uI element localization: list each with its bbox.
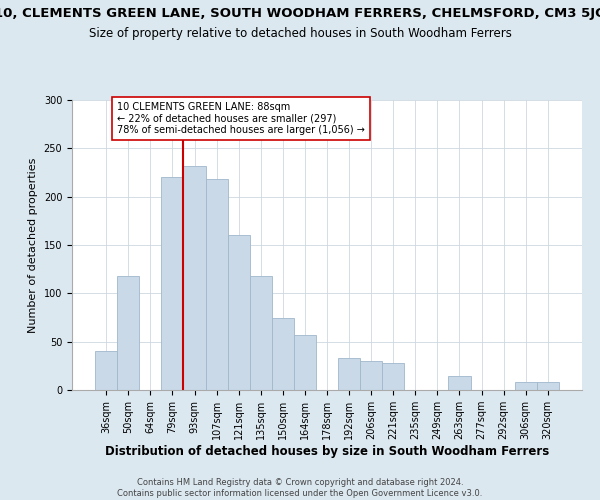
Bar [161,178,184,390]
Bar [338,358,360,390]
Bar [184,166,206,390]
Bar [95,352,117,390]
Bar [448,376,470,390]
Text: 10 CLEMENTS GREEN LANE: 88sqm
← 22% of detached houses are smaller (297)
78% of : 10 CLEMENTS GREEN LANE: 88sqm ← 22% of d… [117,102,365,135]
Bar [360,361,382,390]
Bar [537,382,559,390]
Bar [515,382,537,390]
Text: Contains HM Land Registry data © Crown copyright and database right 2024.
Contai: Contains HM Land Registry data © Crown c… [118,478,482,498]
Bar [382,363,404,390]
Y-axis label: Number of detached properties: Number of detached properties [28,158,38,332]
Bar [250,276,272,390]
Bar [206,180,227,390]
Text: Distribution of detached houses by size in South Woodham Ferrers: Distribution of detached houses by size … [105,445,549,458]
Text: Size of property relative to detached houses in South Woodham Ferrers: Size of property relative to detached ho… [89,28,511,40]
Bar [117,276,139,390]
Bar [272,318,294,390]
Bar [227,236,250,390]
Text: 10, CLEMENTS GREEN LANE, SOUTH WOODHAM FERRERS, CHELMSFORD, CM3 5JG: 10, CLEMENTS GREEN LANE, SOUTH WOODHAM F… [0,8,600,20]
Bar [294,335,316,390]
